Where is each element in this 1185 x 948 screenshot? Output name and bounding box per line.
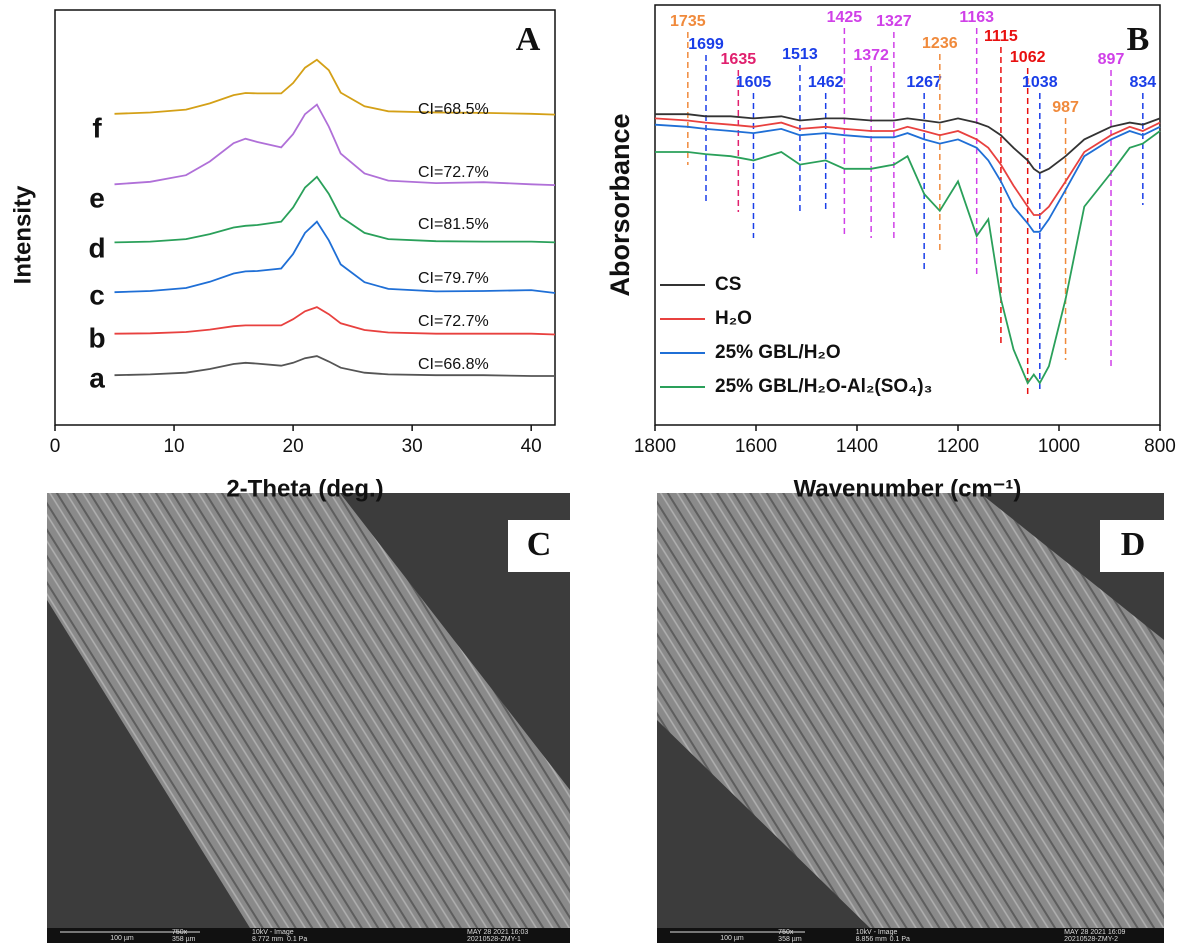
info-text: 8.856 mm [856, 936, 887, 943]
panel-label: B [1127, 21, 1150, 58]
series-line [654, 117, 1161, 216]
ci-annotation: CI=72.7% [418, 164, 489, 181]
peak-label: 1163 [959, 9, 994, 26]
x-tick-label: 800 [1144, 436, 1176, 457]
x-axis-label: 2-Theta (deg.) [226, 475, 383, 502]
peak-label: 1372 [853, 47, 889, 64]
info-text: 100 µm [110, 935, 134, 942]
peak-label: 1699 [688, 36, 724, 53]
y-axis-label: Intensity [9, 185, 36, 284]
x-tick-label: 1000 [1038, 436, 1080, 457]
series-line [655, 113, 1161, 175]
legend-label: 25% GBL/H₂O [715, 342, 841, 363]
peak-label: 1115 [984, 28, 1018, 45]
info-text: 20210528-ZMY-2 [1064, 936, 1118, 943]
peak-label: 987 [1052, 99, 1079, 116]
info-text: 0.1 Pa [890, 936, 910, 943]
x-axis-label: Wavenumber (cm⁻¹) [794, 475, 1022, 502]
series-label: c [89, 279, 105, 310]
series-label: b [88, 322, 105, 353]
fiber [657, 493, 1164, 928]
ci-annotation: CI=81.5% [418, 216, 489, 233]
info-text: MAY 28 2021 16:03 [467, 929, 528, 936]
panel-label: D [1121, 526, 1146, 563]
series-label: e [89, 182, 105, 213]
peak-label: 1327 [876, 13, 912, 30]
peak-label: 1605 [736, 74, 772, 91]
peak-label: 1038 [1022, 74, 1058, 91]
legend-label: 25% GBL/H₂O-Al₂(SO₄)₃ [715, 376, 932, 397]
ci-annotation: CI=79.7% [418, 270, 489, 287]
ci-annotation: CI=66.8% [418, 356, 489, 373]
fiber [47, 493, 570, 928]
plot-frame [54, 9, 556, 426]
series-line [654, 123, 1161, 233]
series-line [114, 220, 556, 294]
legend-label: CS [715, 274, 741, 295]
info-text: 358 µm [172, 936, 196, 943]
legend-label: H₂O [715, 308, 752, 329]
panel-label: C [527, 526, 552, 563]
x-tick-label: 10 [163, 436, 184, 457]
peak-label: 1062 [1010, 49, 1046, 66]
peak-label: 1513 [782, 46, 818, 63]
peak-label: 1267 [906, 74, 942, 91]
peak-label: 1735 [670, 13, 706, 30]
info-text: MAY 28 2021 16:09 [1064, 929, 1125, 936]
x-tick-label: 20 [283, 436, 304, 457]
peak-label: 1236 [922, 35, 958, 52]
ci-annotation: CI=68.5% [418, 101, 489, 118]
peak-label: 1635 [721, 51, 757, 68]
label-box [508, 520, 570, 572]
x-tick-label: 1400 [836, 436, 878, 457]
plot-frame [654, 4, 1161, 426]
info-text: 20210528-ZMY-1 [467, 936, 521, 943]
series-label: a [89, 362, 105, 393]
series-line [114, 355, 555, 377]
ci-annotation: CI=72.7% [418, 313, 489, 330]
peak-label: 834 [1129, 74, 1156, 91]
series-label: d [88, 232, 105, 263]
info-text: 100 µm [720, 935, 744, 942]
x-tick-label: 1600 [735, 436, 777, 457]
x-tick-label: 0 [50, 436, 61, 457]
info-text: 10kV - Image [856, 929, 898, 936]
info-text: 358 µm [778, 936, 802, 943]
info-text: 0.1 Pa [287, 936, 307, 943]
info-text: 750x [778, 929, 794, 936]
series-line [114, 175, 556, 244]
peak-label: 1462 [808, 74, 844, 91]
x-tick-label: 40 [521, 436, 542, 457]
series-label: f [92, 112, 102, 143]
info-text: 750x [172, 929, 188, 936]
y-axis-label: Aborsorbance [605, 113, 635, 296]
info-text: 8.772 mm [252, 936, 283, 943]
peak-label: 1425 [827, 9, 863, 26]
x-tick-label: 1800 [634, 436, 676, 457]
x-tick-label: 30 [402, 436, 423, 457]
panel-label: A [516, 21, 541, 58]
series-line [114, 306, 556, 336]
label-box [1100, 520, 1164, 572]
series-line [655, 130, 1161, 385]
series-line [114, 58, 556, 116]
x-tick-label: 1200 [937, 436, 979, 457]
peak-label: 897 [1098, 51, 1125, 68]
info-text: 10kV - Image [252, 929, 294, 936]
series-line [114, 103, 556, 186]
